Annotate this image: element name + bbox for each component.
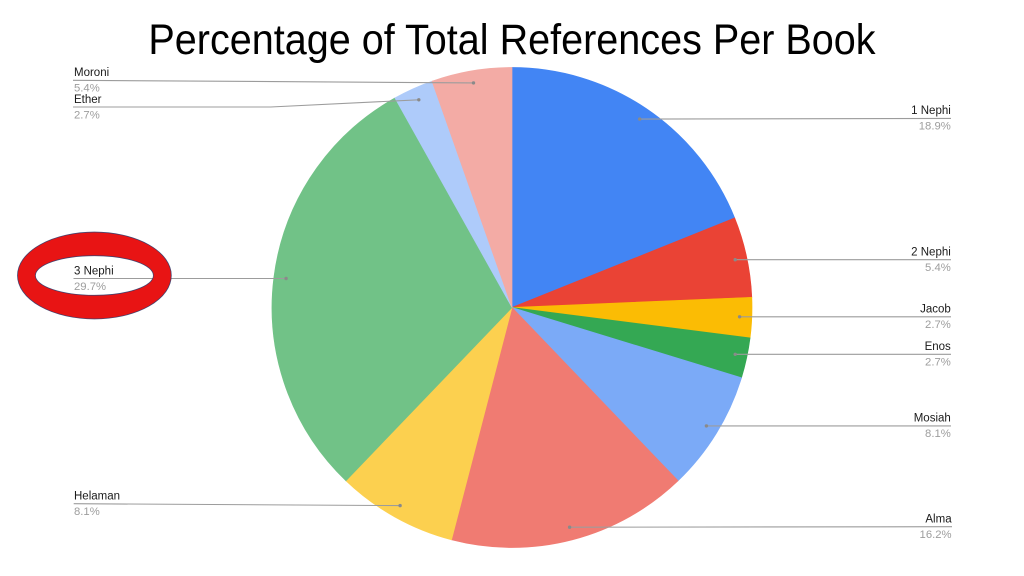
svg-text:5.4%: 5.4% [74,83,100,95]
svg-text:Moroni: Moroni [74,67,109,79]
svg-text:Mosiah: Mosiah [914,413,951,425]
svg-text:2.7%: 2.7% [925,319,951,331]
svg-text:3 Nephi: 3 Nephi [74,265,114,277]
svg-text:8.1%: 8.1% [925,428,951,440]
svg-text:8.1%: 8.1% [74,506,100,518]
svg-text:16.2%: 16.2% [920,529,952,541]
svg-text:2.7%: 2.7% [925,357,951,369]
svg-text:Enos: Enos [925,341,951,353]
svg-text:Alma: Alma [925,514,952,526]
svg-text:29.7%: 29.7% [74,281,106,293]
svg-text:Helaman: Helaman [74,491,120,503]
svg-text:1 Nephi: 1 Nephi [911,105,951,117]
svg-text:2.7%: 2.7% [74,109,100,121]
svg-text:Jacob: Jacob [920,304,951,316]
svg-text:2 Nephi: 2 Nephi [911,247,951,259]
svg-text:5.4%: 5.4% [925,262,951,274]
svg-text:18.9%: 18.9% [919,121,951,133]
svg-text:Ether: Ether [74,94,102,106]
